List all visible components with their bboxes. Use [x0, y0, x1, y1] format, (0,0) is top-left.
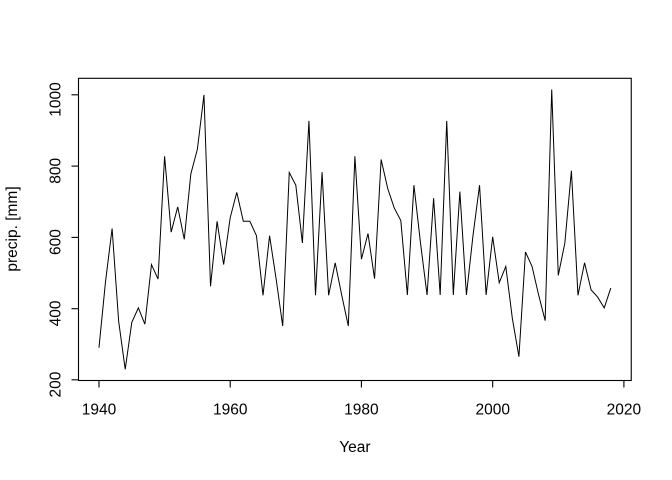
- svg-text:400: 400: [48, 300, 65, 326]
- svg-text:1980: 1980: [344, 402, 379, 419]
- svg-text:1000: 1000: [48, 82, 65, 117]
- svg-text:200: 200: [48, 371, 65, 397]
- svg-text:2000: 2000: [475, 402, 510, 419]
- svg-text:800: 800: [48, 157, 65, 183]
- svg-text:precip. [mm]: precip. [mm]: [4, 186, 21, 271]
- svg-text:1960: 1960: [213, 402, 248, 419]
- svg-text:600: 600: [48, 229, 65, 255]
- svg-text:Year: Year: [339, 439, 370, 456]
- svg-text:2020: 2020: [607, 402, 642, 419]
- svg-text:1940: 1940: [82, 402, 117, 419]
